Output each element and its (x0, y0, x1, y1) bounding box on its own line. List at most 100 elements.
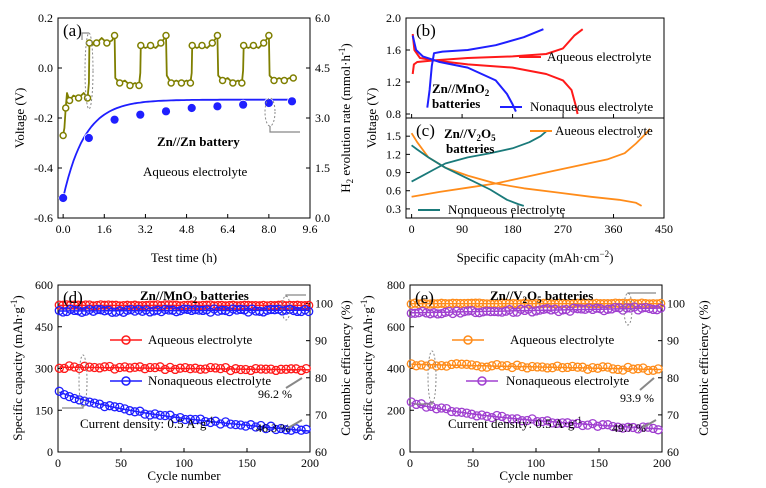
panel-e-point-0 (618, 365, 628, 375)
panel-b-ytick-label: 1.2 (386, 75, 401, 89)
panel-e-point-1 (633, 424, 643, 434)
panel-d-right-marker (281, 295, 291, 321)
panel-d-point-0 (59, 363, 69, 374)
panel-e-xtick-label: 200 (653, 456, 671, 470)
panel-d-xtick-label: 200 (301, 456, 319, 470)
voltage-point (188, 41, 196, 50)
panel-b-ytick-label: 0.8 (386, 107, 401, 121)
voltage-point (65, 96, 74, 105)
voltage-point (280, 76, 289, 85)
panel-d-point-0 (135, 362, 145, 372)
panel-d-y2label: Coulombic efficiency (%) (338, 300, 353, 436)
panel-d-point-0 (246, 365, 256, 376)
panel-e-xtick-label: 0 (407, 456, 413, 470)
panel-d-point-1 (291, 424, 301, 434)
h2-rate-point (212, 101, 223, 112)
panel-b-legend-aqueous: Aqueous electrolyte (547, 49, 652, 64)
panel-d-point-0 (120, 362, 130, 372)
panel-e-point-0 (522, 363, 532, 373)
panel-e-point-0 (507, 362, 517, 373)
panel-e-right-marker (623, 292, 633, 326)
panel-e-xtick-label: 150 (590, 456, 608, 470)
panel-c-ytick-label: 0.9 (386, 166, 401, 180)
panel-a-title: Zn//Zn battery (157, 134, 240, 149)
panel-e-point-0 (477, 362, 487, 372)
panel-c-xtick-label: 450 (655, 222, 673, 236)
panel-d-point-0 (220, 362, 231, 373)
voltage-point (157, 39, 165, 47)
panel-e-point-0 (462, 359, 472, 369)
panel-e-xtick-label: 50 (467, 456, 479, 470)
panel-c: 0 90 180 270 360 450 0.3 0.6 0.9 1.2 1.5 (c) Zn//V… (364, 88, 673, 265)
panel-a-ytick-label: -0.4 (34, 161, 53, 175)
panel-d-point-0 (165, 362, 175, 373)
panel-a-y2tick-label: 6.0 (315, 11, 330, 25)
panel-c-axes: 0 90 180 270 360 450 0.3 0.6 0.9 1.2 1.5 (386, 129, 673, 236)
panel-e-point-0 (451, 359, 462, 369)
panel-d: 0 50 100 150 200 0 150 300 450 600 60 70 80 90 100 (d)… (9, 278, 353, 483)
panel-e-point-1 (492, 410, 502, 421)
panel-e-point-0 (512, 360, 522, 370)
panel-e-point-1 (603, 420, 613, 430)
panel-e-point-0 (567, 361, 578, 372)
panel-d-point-1 (256, 420, 266, 431)
h2-rate-point (109, 114, 120, 125)
panel-a-xtick-label: 9.6 (303, 222, 318, 236)
panel-d-xlabel: Cycle number (147, 468, 221, 483)
panel-e-title: Zn//V2O5 batteries (490, 288, 593, 305)
panel-c-xtick-label: 0 (409, 222, 415, 236)
panel-e-point-1 (472, 411, 482, 421)
panel-d-xtick-label: 100 (175, 456, 193, 470)
panel-d-ytick-label: 0 (47, 445, 53, 459)
panel-a-xlabel: Test time (h) (151, 250, 217, 265)
panel-a-ytick-label: 0.2 (38, 11, 53, 25)
panel-d-y2tick-label: 70 (315, 408, 327, 422)
panel-d-y2tick-label: 80 (315, 371, 327, 385)
panel-e-label: (e) (415, 288, 434, 307)
panel-b-system-label-2: batteries (432, 96, 480, 111)
panel-e-ytick-label: 800 (387, 278, 405, 292)
panel-a-xtick-label: 0.0 (56, 222, 71, 236)
panel-d-ytick-label: 150 (35, 403, 53, 417)
panel-d-point-0 (110, 364, 120, 374)
panel-a-series (58, 31, 298, 203)
panel-c-ytick-label: 0.3 (386, 202, 401, 216)
panel-e-point-0 (431, 361, 442, 371)
panel-d-ylabel: Specific capacity (mAh·g-1) (9, 295, 25, 440)
panel-e-point-0 (623, 362, 633, 373)
voltage-point (83, 94, 92, 102)
panel-a: 0.0 1.6 3.2 4.8 6.4 8.0 9.6 -0.6 -0.4 -0.2 0.0 0.2 0… (12, 11, 355, 265)
voltage-point (103, 39, 111, 47)
panel-e-point-0 (583, 364, 593, 374)
panel-a-y2tick-label: 1.5 (315, 161, 330, 175)
panel-d-point-1 (301, 424, 311, 434)
panel-c-ytick-label: 0.6 (386, 184, 401, 198)
panel-d-xtick-label: 150 (238, 456, 256, 470)
panel-e-series (406, 298, 666, 435)
voltage-point (115, 79, 124, 87)
panel-c-ytick-label: 1.5 (386, 129, 401, 143)
panel-d-point-0 (291, 364, 301, 374)
panel-e-ytick-label: 0 (399, 445, 405, 459)
panel-c-legend-nonaqueous: Nonqueous electrolyte (448, 202, 566, 217)
panel-b-series (411, 28, 584, 115)
panel-d-retention-arrow (287, 419, 303, 429)
panel-e-point-0 (411, 361, 421, 371)
panel-c-ytick-label: 1.2 (386, 147, 401, 161)
panel-e-point-1 (653, 425, 663, 435)
voltage-point (167, 79, 175, 87)
panel-a-xtick-label: 6.4 (220, 222, 235, 236)
panel-bc-ylabel: Voltage (V) (364, 88, 379, 149)
panel-d-point-0 (180, 362, 190, 373)
panel-e-line-0 (411, 363, 662, 371)
panel-e-point-1 (487, 412, 497, 423)
panel-e-ce-annotation: 93.9 % (620, 391, 654, 405)
panel-e-axes: 0 50 100 150 200 0 200 400 600 800 60 70 80 90 100 (387, 278, 685, 470)
panel-d-point-0 (286, 364, 296, 374)
panel-e-ytick-label: 400 (387, 362, 405, 376)
panel-c-xtick-label: 180 (504, 222, 522, 236)
panel-e-point-0 (643, 365, 653, 376)
panel-d-point-1 (220, 417, 231, 427)
panel-e-point-0 (648, 365, 658, 375)
